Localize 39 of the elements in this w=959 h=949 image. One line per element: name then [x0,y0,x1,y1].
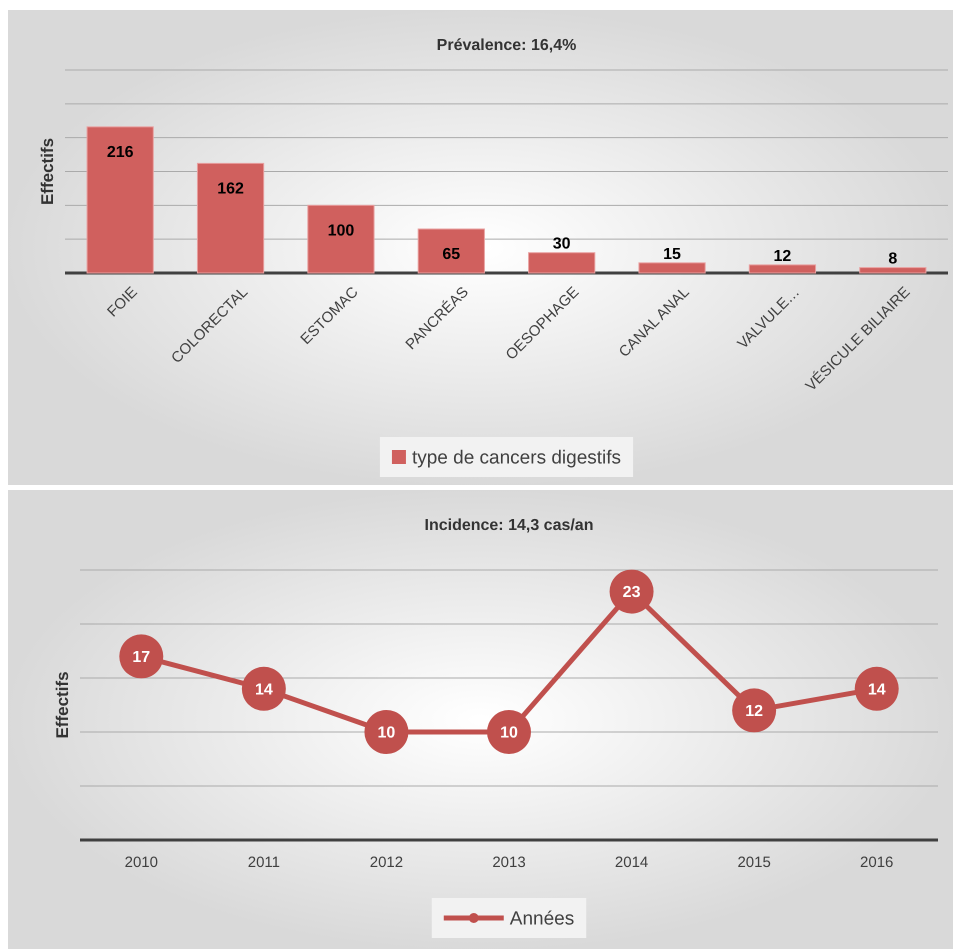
data-label: 100 [328,222,354,240]
chart-title: Prévalence: 16,4% [436,37,576,54]
x-tick-label: 2012 [370,854,404,871]
data-label: 12 [774,248,792,265]
data-label: 30 [552,236,571,253]
x-tick-label: 2014 [614,854,648,871]
data-label: 65 [442,246,460,264]
data-label: 14 [254,681,273,698]
data-label: 15 [663,246,682,263]
bar [418,228,485,274]
data-label: 12 [745,703,764,720]
data-label: 14 [868,681,886,698]
data-label: 23 [622,584,641,602]
data-label: 8 [888,250,898,268]
point [854,666,899,711]
bar [748,264,816,274]
text: type de cancers digestifs [412,448,622,469]
chart-title: Incidence: 14,3 cas/an [424,517,594,534]
point [119,634,164,678]
bar [528,252,596,274]
y-axis-title: Effectifs [38,138,57,206]
data-label: 10 [500,724,518,742]
bar [638,262,706,274]
bar [859,267,926,274]
bar [196,162,264,274]
y-axis-title: Effectifs [53,671,72,739]
data-label: 10 [378,724,396,742]
x-tick-label: 2016 [860,854,894,871]
x-tick-label: 2015 [737,854,771,871]
bar [307,204,375,274]
data-label: 162 [217,180,244,198]
data-label: 17 [132,649,150,666]
bar [86,126,154,274]
point [732,688,776,732]
data-label: 216 [106,144,134,161]
x-tick-label: 2010 [124,854,158,871]
x-tick-label: 2011 [248,854,280,871]
legend-label: Années [510,908,574,930]
x-tick-label: 2013 [492,854,526,871]
